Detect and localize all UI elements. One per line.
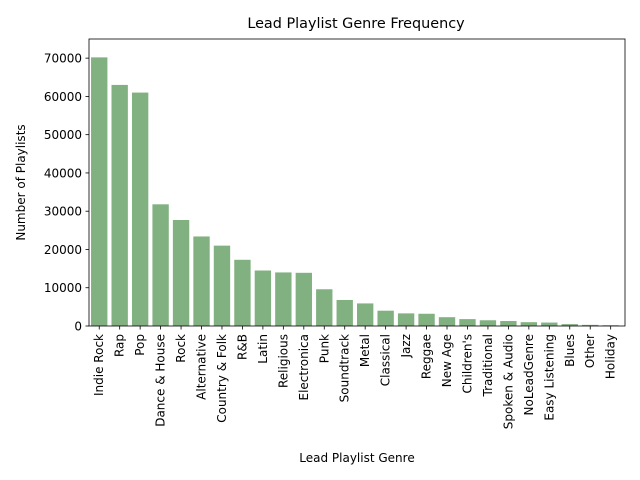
x-tick-label: Classical xyxy=(379,334,393,386)
x-tick-label: NoLeadGenre xyxy=(522,334,536,416)
y-axis-title: Number of Playlists xyxy=(14,124,28,240)
bar-country-folk xyxy=(213,245,231,326)
x-tick-label: Children's xyxy=(460,334,474,393)
bar-spoken-audio xyxy=(500,321,517,326)
y-axis: 0 10000 20000 30000 40000 50000 60000 70000 xyxy=(44,52,89,334)
bar-new-age xyxy=(438,317,456,326)
bars-group xyxy=(91,57,619,326)
x-tick-label: Rock xyxy=(174,334,188,363)
bar-r-b xyxy=(234,259,251,326)
bar-noleadgenre xyxy=(520,322,538,326)
bar-electronica xyxy=(295,272,312,326)
x-axis-title: Lead Playlist Genre xyxy=(299,451,414,465)
y-tick-label: 10000 xyxy=(44,281,82,295)
x-tick-label: New Age xyxy=(440,334,454,387)
x-tick-label: Traditional xyxy=(481,334,495,397)
x-tick-label: Spoken & Audio xyxy=(501,334,515,429)
x-tick-label: Punk xyxy=(317,334,331,363)
bar-indie-rock xyxy=(91,57,108,326)
bar-easy-listening xyxy=(541,322,558,326)
bar-dance-house xyxy=(152,204,169,326)
y-tick-label: 40000 xyxy=(44,166,82,180)
x-tick-label: Blues xyxy=(563,334,577,367)
y-tick-label: 30000 xyxy=(44,205,82,219)
bar-pop xyxy=(131,92,149,326)
bar-alternative xyxy=(193,236,210,326)
y-tick-label: 50000 xyxy=(44,128,82,142)
bar-latin xyxy=(254,270,272,326)
x-tick-label: Soundtrack xyxy=(338,334,352,402)
x-tick-label: Holiday xyxy=(604,334,618,379)
x-axis: Indie Rock Rap Pop Dance & House Rock Alterna… xyxy=(92,326,618,429)
y-tick-label: 70000 xyxy=(44,52,82,66)
bar-rock xyxy=(172,220,190,326)
bar-rap xyxy=(111,84,128,326)
x-tick-label: Alternative xyxy=(195,334,209,400)
x-tick-label: Jazz xyxy=(399,334,413,359)
bar-reggae xyxy=(418,313,435,326)
x-tick-label: Metal xyxy=(358,334,372,367)
x-tick-label: Religious xyxy=(276,334,290,388)
x-tick-label: Reggae xyxy=(420,334,434,379)
plot-frame xyxy=(88,38,626,327)
y-tick-label: 20000 xyxy=(44,243,82,257)
x-tick-label: Latin xyxy=(256,334,270,364)
x-tick-label: Electronica xyxy=(297,334,311,401)
y-tick-label: 60000 xyxy=(44,90,82,104)
x-tick-label: Country & Folk xyxy=(215,334,229,423)
bar-jazz xyxy=(397,313,415,326)
x-tick-label: Rap xyxy=(113,334,127,357)
x-tick-label: Pop xyxy=(133,334,147,356)
x-tick-label: Other xyxy=(583,334,597,368)
bar-metal xyxy=(357,303,374,326)
x-tick-label: Indie Rock xyxy=(92,334,106,396)
bar-other xyxy=(582,324,599,326)
bar-soundtrack xyxy=(336,299,353,326)
bar-children-s xyxy=(459,319,476,326)
bar-traditional xyxy=(479,320,497,326)
y-tick-label: 0 xyxy=(74,320,82,334)
chart-title: Lead Playlist Genre Frequency xyxy=(247,16,465,32)
x-tick-label: R&B xyxy=(235,334,249,360)
bar-punk xyxy=(316,289,333,326)
bar-religious xyxy=(275,272,292,326)
bar-classical xyxy=(377,310,394,326)
x-tick-label: Dance & House xyxy=(154,334,168,427)
x-tick-label: Easy Listening xyxy=(542,334,556,421)
bar-blues xyxy=(561,324,578,326)
